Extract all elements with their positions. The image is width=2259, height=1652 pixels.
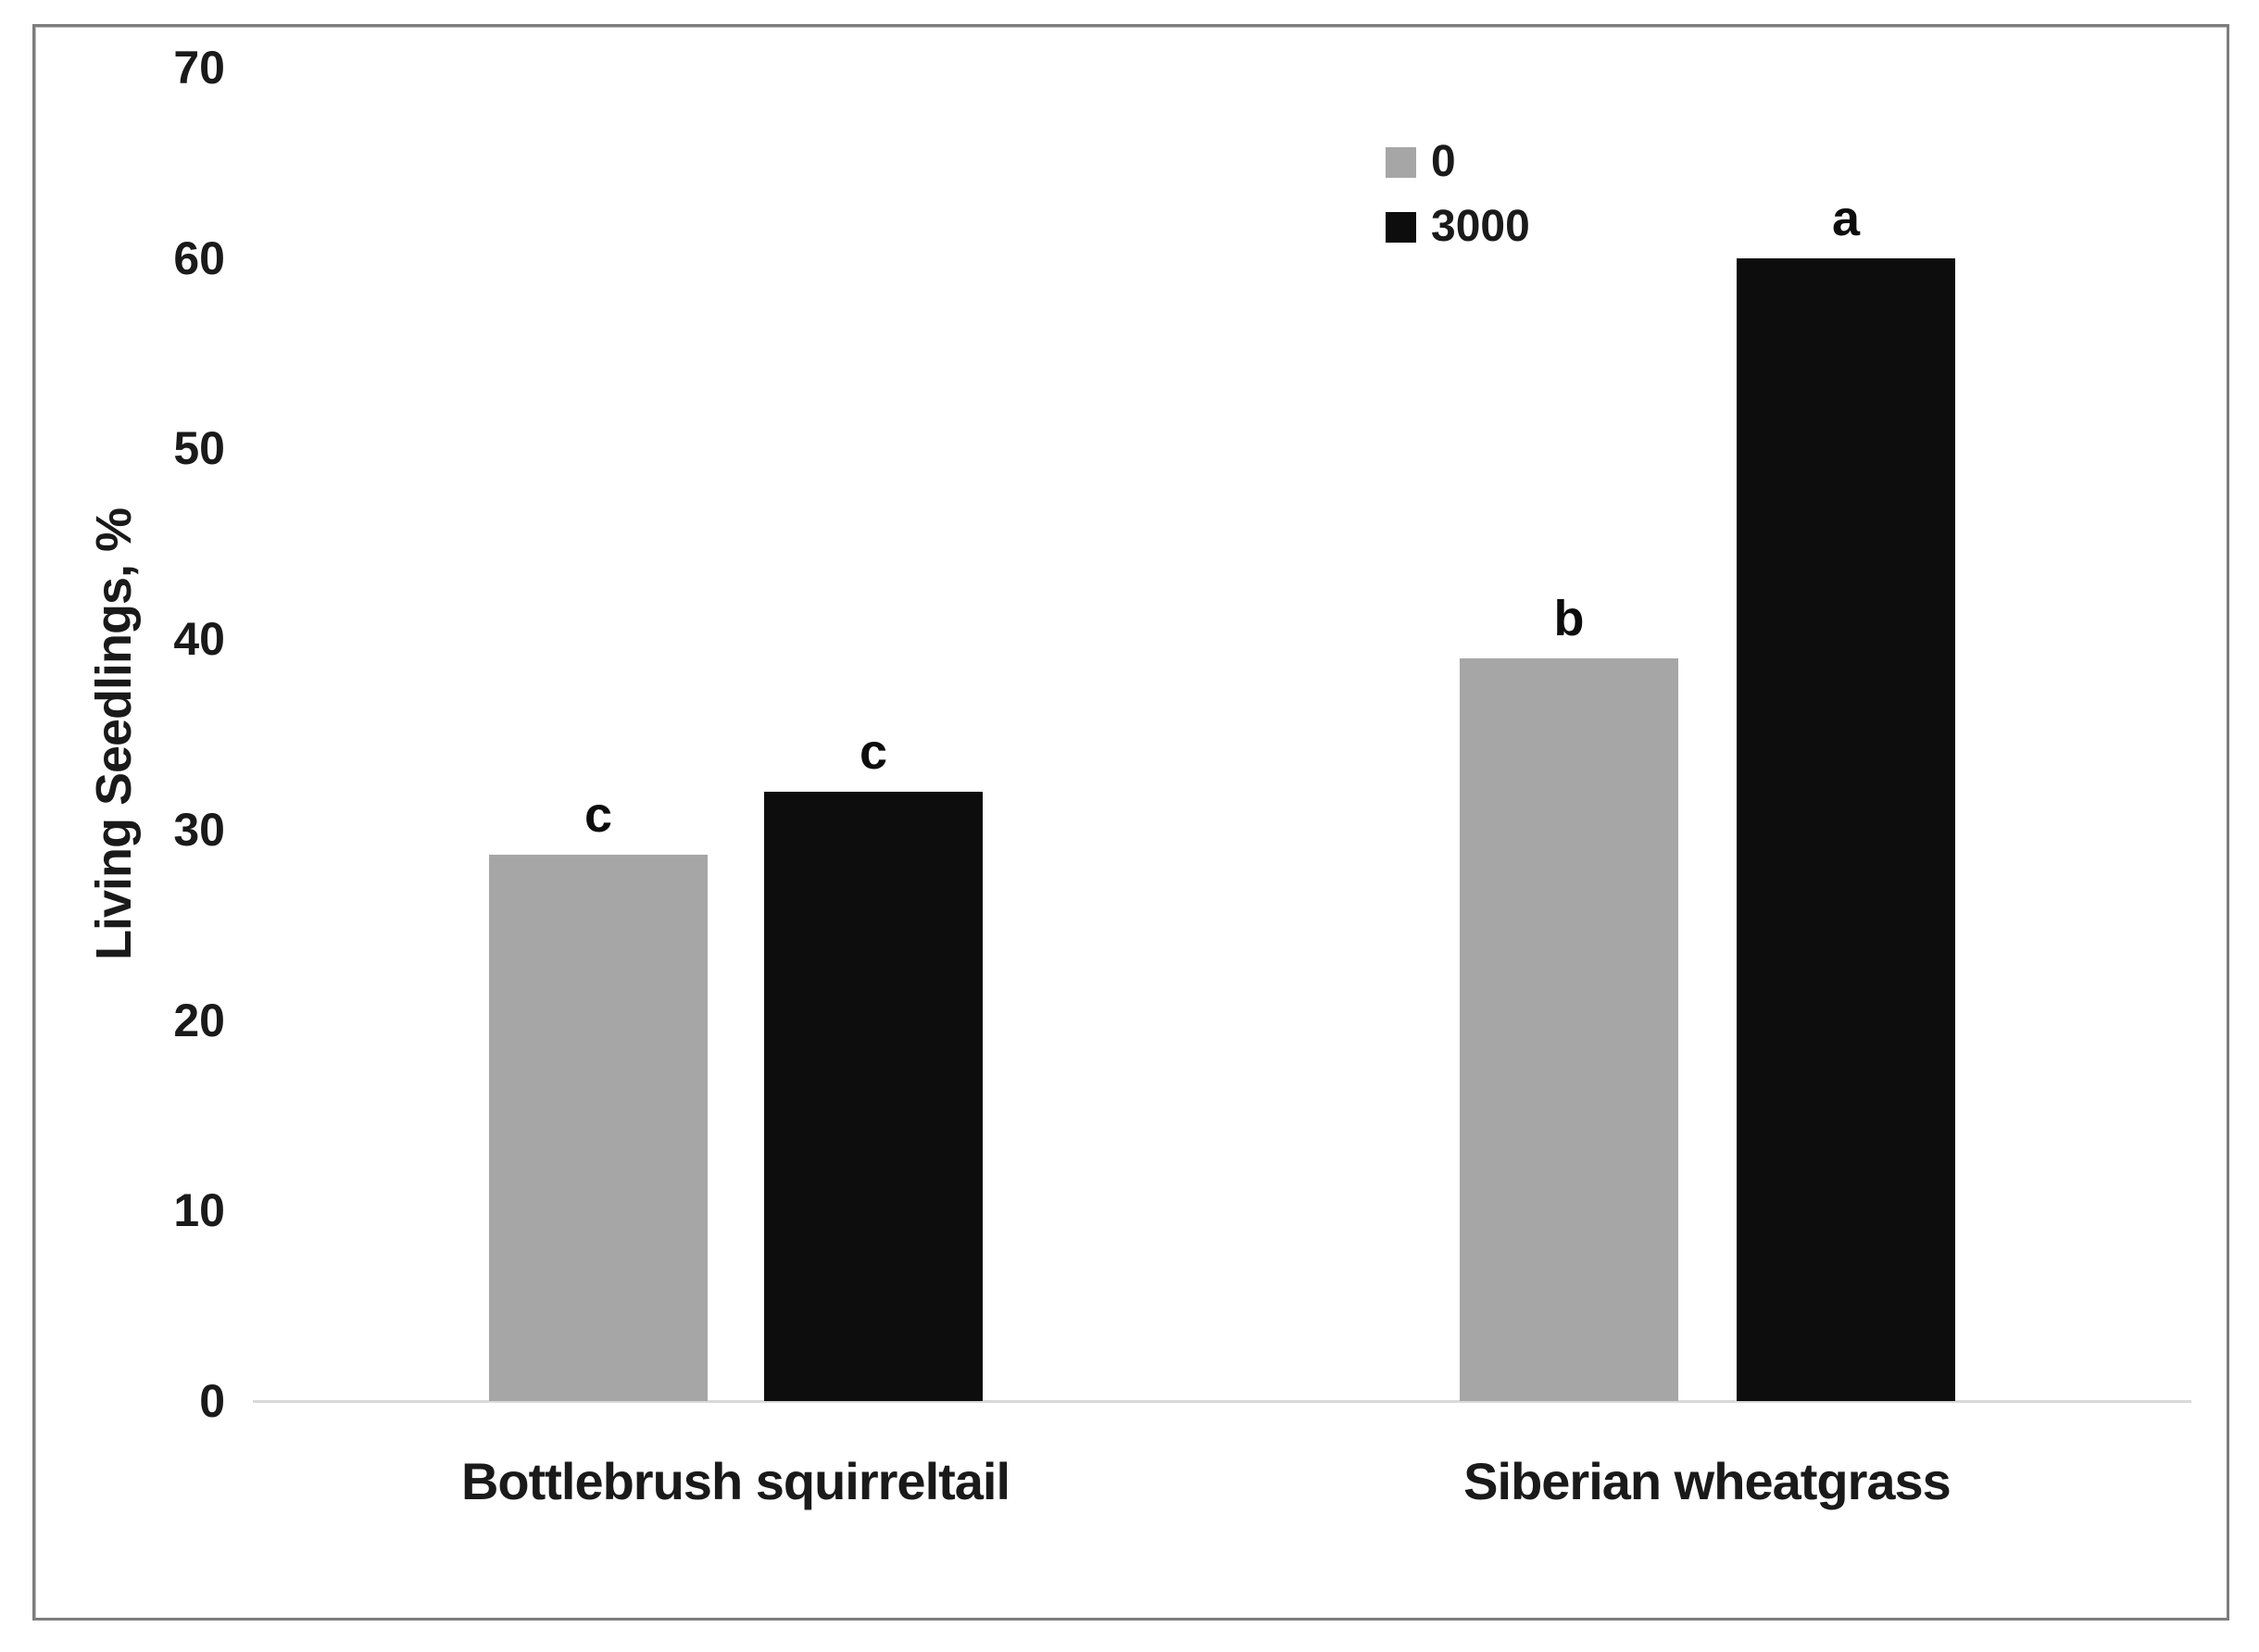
plot-area: c c b a: [253, 68, 2191, 1403]
significance-letter: b: [1553, 591, 1585, 646]
category-label-bottlebrush: Bottlebrush squirreltail: [460, 1452, 1010, 1510]
legend-label: 0: [1431, 137, 1456, 186]
legend-item-rate0: 0: [1386, 140, 1530, 184]
x-axis-line: [253, 1400, 2191, 1403]
legend-swatch-black-icon: [1386, 211, 1416, 243]
legend-item-rate3000: 3000: [1386, 205, 1530, 249]
y-axis-tick-label: 0: [199, 1375, 225, 1427]
significance-letter: a: [1831, 191, 1861, 246]
legend-swatch-gray-icon: [1386, 146, 1416, 178]
y-axis-tick-label: 50: [173, 422, 225, 474]
y-axis-title: Living Seedlings, %: [86, 507, 142, 961]
bar-bottlebrush-rate0: c: [489, 790, 708, 1401]
significance-letter: c: [859, 724, 888, 780]
significance-letter: c: [584, 787, 613, 843]
bar-siberian-rate0: b: [1460, 594, 1678, 1401]
y-axis-tick-label: 70: [173, 42, 225, 94]
bar-bottlebrush-rate3000: c: [764, 727, 983, 1401]
legend: 0 3000: [1386, 140, 1530, 249]
y-axis-tick-label: 10: [173, 1184, 225, 1236]
category-label-siberian: Siberian wheatgrass: [1463, 1452, 1952, 1510]
y-axis-tick-label: 30: [173, 804, 225, 856]
y-axis-tick-label: 40: [173, 613, 225, 665]
chart-frame: Living Seedlings, % 0 10 20 30 40 50 60 70 c c …: [32, 24, 2229, 1621]
y-axis-tick-label: 60: [173, 232, 225, 284]
legend-label: 3000: [1431, 202, 1530, 251]
bar-siberian-rate3000: a: [1737, 194, 1955, 1401]
y-axis-tick-label: 20: [173, 995, 225, 1046]
